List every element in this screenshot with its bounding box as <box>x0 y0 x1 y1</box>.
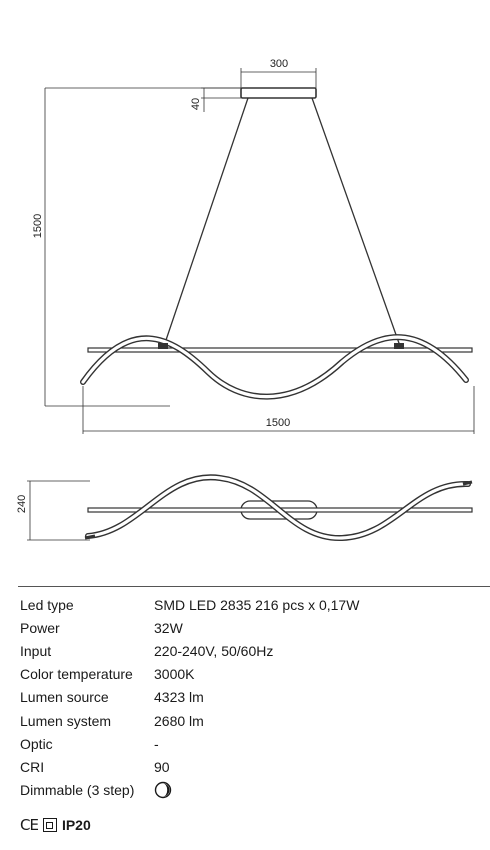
spec-label: Optic <box>20 735 53 752</box>
spec-row: Color temperature 3000K <box>20 663 480 686</box>
wave-outline-front <box>80 334 469 400</box>
spec-value: 220-240V, 50/60Hz <box>154 642 274 659</box>
spec-label: Power <box>20 619 60 636</box>
spec-row: Optic - <box>20 732 480 755</box>
spec-row: CRI 90 <box>20 755 480 778</box>
spec-value: 3000K <box>154 666 195 683</box>
canopy-width-label: 300 <box>270 58 288 70</box>
side-view: 240 <box>16 474 473 542</box>
ribbon-end-right <box>462 480 473 486</box>
double-insulation-icon <box>42 818 57 832</box>
mount-right <box>394 343 404 349</box>
ce-mark: CE <box>20 816 39 834</box>
wave-fill-front <box>81 335 468 399</box>
dimmable-icon <box>154 782 172 799</box>
spec-label: Dimmable (3 step) <box>20 782 135 799</box>
spec-label: Color temperature <box>20 666 133 683</box>
spec-value: 2680 lm <box>154 712 204 729</box>
technical-drawing: 300 40 1500 1500 240 <box>16 58 475 542</box>
spec-row: Input 220-240V, 50/60Hz <box>20 639 480 662</box>
front-view: 300 40 1500 1500 <box>32 58 475 434</box>
ip-rating: IP20 <box>61 817 91 833</box>
spec-row: Dimmable (3 step) <box>20 779 480 802</box>
ribbon-fill-side <box>86 475 470 540</box>
canopy-height-label: 40 <box>190 98 202 110</box>
spec-value: SMD LED 2835 216 pcs x 0,17W <box>154 596 360 613</box>
spec-row: Lumen system 2680 lm <box>20 709 480 732</box>
spec-value: 4323 lm <box>154 689 204 706</box>
spec-row: Lumen source 4323 lm <box>20 686 480 709</box>
spec-value: 90 <box>154 758 170 775</box>
spec-table: Led type SMD LED 2835 216 pcs x 0,17W Powe… <box>20 593 480 802</box>
spec-row: Led type SMD LED 2835 216 pcs x 0,17W <box>20 593 480 616</box>
total-length-label: 1500 <box>266 417 290 429</box>
suspension-cable-left <box>163 97 249 347</box>
spec-label: CRI <box>20 758 45 775</box>
mount-left <box>158 343 168 349</box>
spec-value: - <box>154 735 159 752</box>
side-height-label: 240 <box>16 495 28 513</box>
spec-label: Input <box>20 642 52 659</box>
spec-row: Power 32W <box>20 616 480 639</box>
canopy <box>240 87 317 99</box>
total-height-label: 1500 <box>32 214 44 238</box>
spec-value <box>154 781 480 799</box>
straight-bar-front <box>87 347 473 353</box>
suspension-cable-right <box>311 97 401 347</box>
ribbon-end-left <box>84 534 96 540</box>
spec-label: Lumen system <box>20 712 112 729</box>
spec-value: 32W <box>154 619 183 636</box>
certification-marks: CE IP20 <box>20 815 91 835</box>
spec-label: Led type <box>20 596 74 613</box>
separator-line <box>18 586 490 587</box>
spec-label: Lumen source <box>20 689 109 706</box>
